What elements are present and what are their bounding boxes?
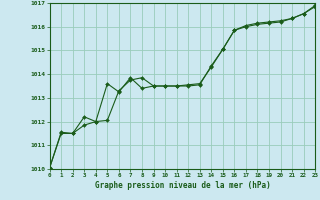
X-axis label: Graphe pression niveau de la mer (hPa): Graphe pression niveau de la mer (hPa): [94, 181, 270, 190]
